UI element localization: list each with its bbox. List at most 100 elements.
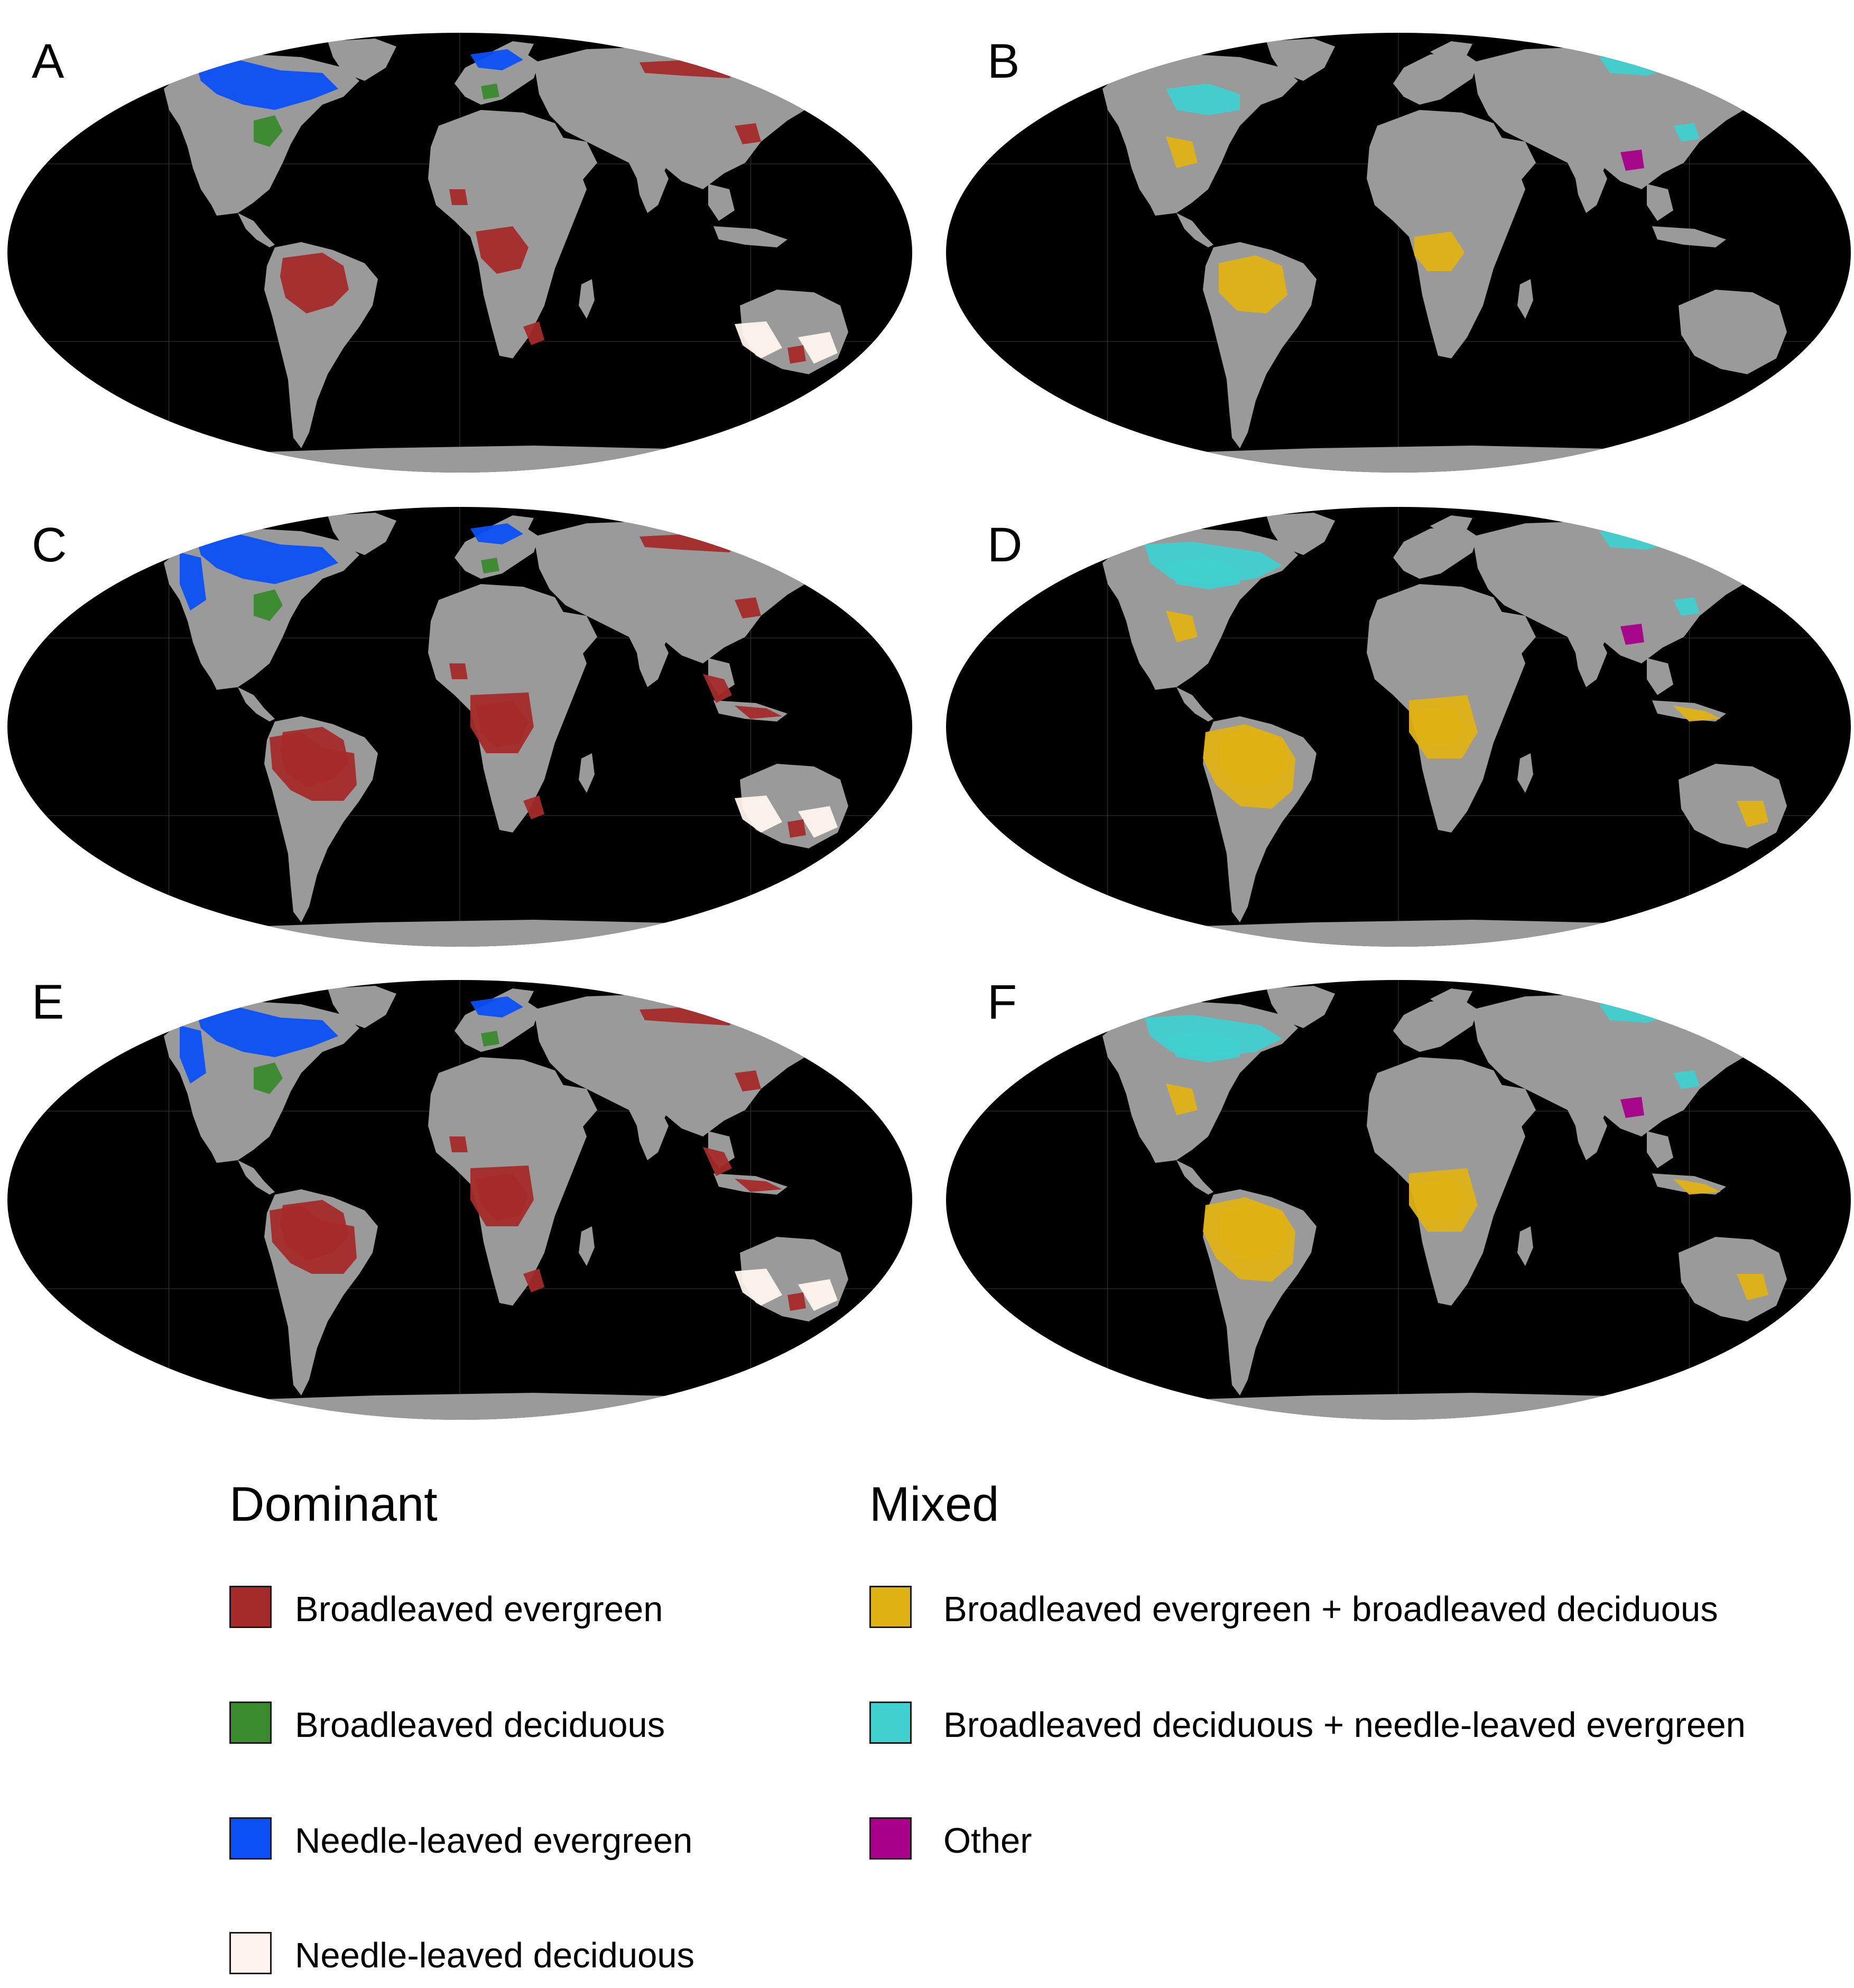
forest-patch [1203,1197,1295,1282]
forest-patch [1145,542,1282,584]
landmass-centralAmerica [1176,1160,1213,1195]
legend-swatch [229,1817,272,1860]
landmass-greenland [328,39,396,81]
forest-patch [449,189,468,205]
forest-patch [1673,1070,1700,1089]
landmass-indonesia [1652,226,1726,247]
landmass-newZealand [1808,1308,1827,1343]
forest-patch [1599,531,1673,550]
forest-patch [1737,801,1768,827]
landmass-scandinavia [1430,988,1472,1010]
landmass-newZealand [869,1308,888,1343]
landmass-india [634,637,669,687]
map-panel-f [944,978,1853,1422]
forest-patch [1409,695,1478,759]
forest-patch [735,1070,761,1092]
forest-patch [1673,706,1721,722]
forest-patch [180,552,206,611]
map-panel-d [944,505,1853,949]
landmass-greenland [1266,986,1335,1028]
legend-label: Broadleaved deciduous + needle-leaved ev… [943,1705,1746,1745]
forest-patch [1620,150,1644,171]
forest-patch [735,706,782,719]
landmass-centralAmerica [238,687,275,722]
landmass-indonesia [713,226,787,247]
forest-patch [449,1136,468,1152]
forest-patch [1166,1084,1198,1115]
landmass-europe [1393,52,1478,105]
forest-patch [1414,232,1464,271]
forest-patch [254,115,283,147]
landmass-madagascar [1517,1226,1533,1266]
landmass-seAsia [708,184,735,221]
forest-patch [481,558,499,574]
forest-patch [1673,1179,1721,1195]
legend-label: Needle-leaved deciduous [295,1936,695,1975]
forest-patch [1800,1316,1811,1332]
forest-patch [1800,369,1811,385]
landmass-seAsia [1647,1131,1673,1168]
map-panel-a [5,31,914,475]
landmass-antarctica [954,1393,1842,1420]
forest-patch [196,60,338,110]
legend-swatch [869,1586,912,1628]
forest-patch [470,49,523,70]
panel-label-e: E [32,975,64,1029]
landmass-newZealand [869,835,888,870]
landmass-centralAmerica [1176,687,1213,722]
landmass-india [1573,163,1607,213]
forest-patch [735,321,782,358]
landmass-newZealand [1808,835,1827,870]
panel-label-f: F [987,975,1017,1029]
forest-patch [476,226,529,274]
landmass-madagascar [579,279,595,319]
forest-patch [180,1025,206,1084]
landmass-europe [455,526,539,579]
forest-patch [270,1205,357,1274]
map-panel-b [944,31,1853,475]
forest-patch [735,597,761,618]
forest-patch [449,663,468,679]
world-map-c [7,507,912,947]
landmass-europe [1393,526,1478,579]
forest-patch [481,84,499,99]
landmass-scandinavia [1430,41,1472,62]
forest-patch [798,1279,838,1311]
landmass-antarctica [954,920,1842,947]
legend-label: Other [943,1821,1032,1861]
landmass-seAsia [1647,184,1673,221]
legend-swatch [229,1932,272,1974]
map-panel-c [5,505,914,949]
world-map-f [946,980,1851,1420]
forest-patch [1203,724,1295,809]
world-map-e [7,980,912,1420]
landmass-antarctica [954,446,1842,473]
landmass-greenland [328,986,396,1028]
legend-label: Broadleaved evergreen [295,1589,663,1629]
legend-swatch [869,1702,912,1744]
forest-patch [1145,1015,1282,1057]
forest-patch [1166,84,1240,115]
forest-patch [1620,624,1644,645]
forest-patch [787,819,806,838]
forest-type-layer [1145,1004,1811,1332]
forest-patch [1673,123,1700,142]
forest-patch [798,806,838,838]
panel-label-c: C [32,518,67,572]
forest-patch [703,1147,732,1176]
landmass-antarctica [16,1393,904,1420]
landmass-antarctica [16,446,904,473]
panel-label-a: A [32,34,64,88]
world-map-d [946,507,1851,947]
landmass-centralAmerica [238,1160,275,1195]
forest-patch [735,1269,782,1306]
landmass-australia [1679,1237,1787,1321]
forest-patch [523,1269,544,1292]
legend-swatch [229,1586,272,1628]
landmass-greenland [328,513,396,555]
landmass-seAsia [1647,658,1673,695]
forest-patch [523,796,544,819]
forest-patch [523,321,544,345]
landmass-india [1573,1110,1607,1160]
forest-patch [1219,255,1287,313]
